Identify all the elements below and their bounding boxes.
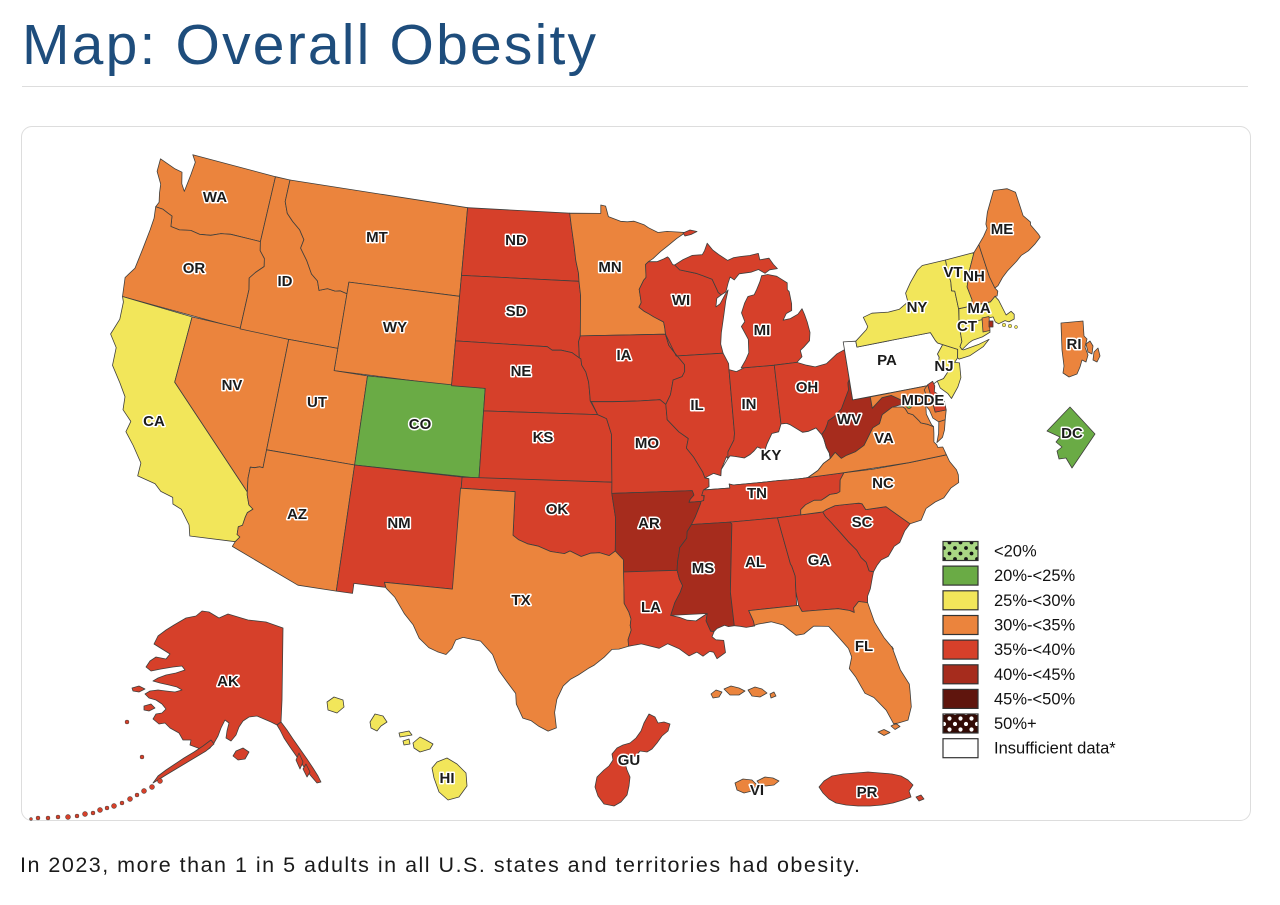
svg-text:DE: DE [924, 392, 945, 409]
svg-text:SC: SC [852, 514, 873, 531]
svg-text:AR: AR [638, 515, 660, 532]
svg-text:MT: MT [366, 229, 388, 246]
svg-text:MN: MN [598, 259, 621, 276]
svg-text:TX: TX [511, 592, 530, 609]
svg-text:FL: FL [855, 638, 873, 655]
svg-text:OK: OK [546, 501, 569, 518]
svg-text:CO: CO [409, 416, 432, 433]
svg-text:UT: UT [307, 394, 327, 411]
svg-text:ID: ID [278, 273, 293, 290]
svg-text:DC: DC [1061, 425, 1083, 442]
svg-text:IN: IN [742, 396, 757, 413]
svg-text:WA: WA [203, 189, 227, 206]
svg-text:NM: NM [387, 515, 410, 532]
svg-text:30%-<35%: 30%-<35% [994, 617, 1076, 635]
svg-text:ME: ME [991, 221, 1014, 238]
svg-text:NH: NH [963, 268, 985, 285]
svg-text:AK: AK [217, 673, 239, 690]
svg-text:VT: VT [943, 264, 962, 281]
svg-text:GA: GA [808, 552, 831, 569]
svg-text:NC: NC [872, 475, 894, 492]
svg-text:<20%: <20% [994, 543, 1037, 561]
svg-text:SD: SD [506, 303, 527, 320]
svg-text:MO: MO [635, 435, 659, 452]
svg-text:50%+: 50%+ [994, 715, 1037, 733]
svg-text:AL: AL [745, 554, 765, 571]
svg-text:WY: WY [383, 319, 407, 336]
svg-text:CA: CA [143, 413, 165, 430]
svg-text:IA: IA [617, 347, 632, 364]
svg-text:TN: TN [747, 485, 767, 502]
svg-text:OH: OH [796, 379, 819, 396]
svg-text:Insufficient data*: Insufficient data* [994, 740, 1116, 758]
svg-text:40%-<45%: 40%-<45% [994, 666, 1076, 684]
svg-text:MI: MI [754, 322, 771, 339]
svg-text:RI: RI [1067, 336, 1082, 353]
svg-text:MD: MD [901, 392, 924, 409]
svg-text:25%-<30%: 25%-<30% [994, 592, 1076, 610]
svg-text:VI: VI [750, 782, 764, 799]
svg-text:GU: GU [618, 752, 641, 769]
svg-text:KS: KS [533, 429, 554, 446]
svg-text:PR: PR [857, 784, 878, 801]
svg-text:AZ: AZ [287, 506, 307, 523]
svg-text:20%-<25%: 20%-<25% [994, 567, 1076, 585]
svg-text:NE: NE [511, 363, 532, 380]
svg-text:35%-<40%: 35%-<40% [994, 641, 1076, 659]
svg-text:NY: NY [907, 299, 928, 316]
svg-text:45%-<50%: 45%-<50% [994, 690, 1076, 708]
svg-text:IL: IL [690, 397, 703, 414]
svg-text:MS: MS [692, 560, 715, 577]
svg-text:PA: PA [877, 352, 897, 369]
svg-text:LA: LA [641, 599, 661, 616]
svg-text:HI: HI [440, 770, 455, 787]
svg-text:MA: MA [967, 300, 990, 317]
svg-text:NJ: NJ [934, 358, 953, 375]
svg-text:VA: VA [874, 430, 894, 447]
svg-text:KY: KY [761, 447, 782, 464]
svg-text:ND: ND [505, 232, 527, 249]
svg-text:NV: NV [222, 377, 243, 394]
svg-text:OR: OR [183, 260, 206, 277]
svg-text:WI: WI [672, 292, 690, 309]
svg-text:WV: WV [837, 411, 861, 428]
svg-text:CT: CT [957, 318, 977, 335]
